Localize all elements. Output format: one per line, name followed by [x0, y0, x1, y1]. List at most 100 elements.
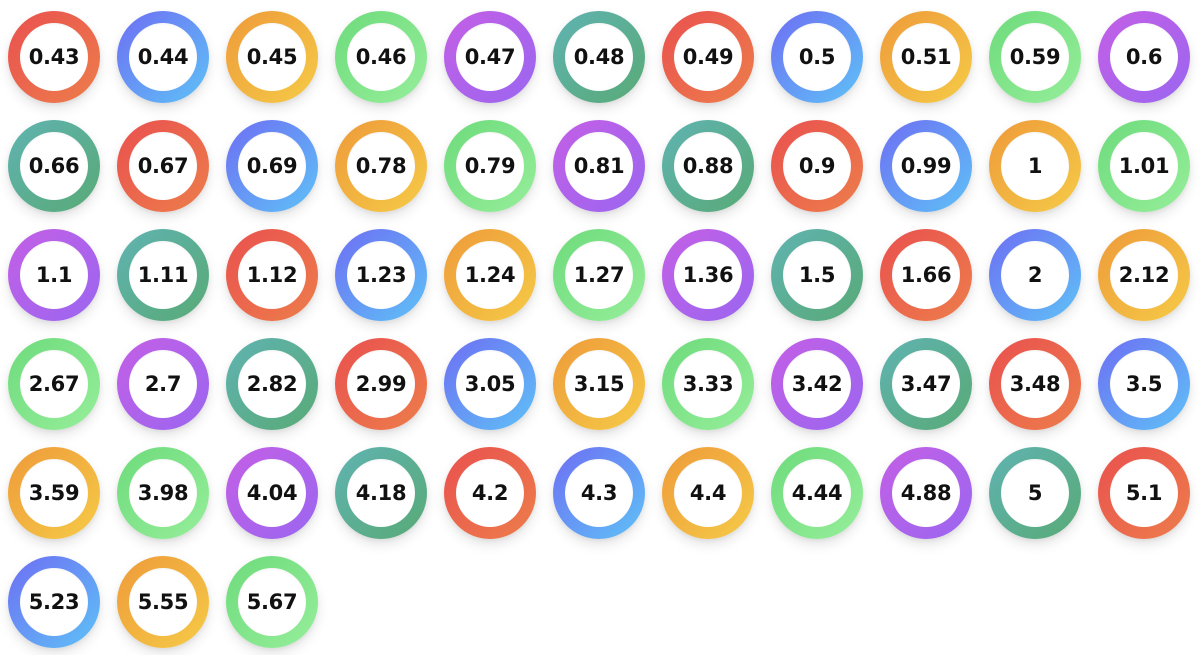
value-badge[interactable]: 0.69 [226, 120, 318, 212]
value-badge-face: 2.12 [1110, 241, 1178, 309]
value-badge-label: 1.24 [464, 263, 516, 287]
value-badge-face: 1.11 [129, 241, 197, 309]
value-badge-label: 0.66 [28, 154, 80, 178]
value-badge-face: 3.42 [783, 350, 851, 418]
value-badge-face: 0.79 [456, 132, 524, 200]
value-badge-face: 5.1 [1110, 459, 1178, 527]
value-badge-face: 0.49 [674, 23, 742, 91]
value-badge-face: 1.66 [892, 241, 960, 309]
value-badge[interactable]: 3.98 [117, 447, 209, 539]
value-badge[interactable]: 2.82 [226, 338, 318, 430]
value-badge[interactable]: 0.44 [117, 11, 209, 103]
value-badge[interactable]: 3.59 [8, 447, 100, 539]
value-badge[interactable]: 3.15 [553, 338, 645, 430]
value-badge[interactable]: 4.2 [444, 447, 536, 539]
value-badge[interactable]: 0.46 [335, 11, 427, 103]
value-badge[interactable]: 2.99 [335, 338, 427, 430]
value-badge[interactable]: 1.11 [117, 229, 209, 321]
value-badge-label: 0.88 [682, 154, 734, 178]
value-badge[interactable]: 3.47 [880, 338, 972, 430]
value-badge-label: 1.12 [246, 263, 298, 287]
value-badge[interactable]: 0.78 [335, 120, 427, 212]
value-badge-label: 3.47 [900, 372, 952, 396]
value-badge[interactable]: 0.79 [444, 120, 536, 212]
value-badge[interactable]: 0.48 [553, 11, 645, 103]
value-badge[interactable]: 4.3 [553, 447, 645, 539]
value-badge[interactable]: 0.99 [880, 120, 972, 212]
value-badge-label: 2.7 [144, 372, 182, 396]
value-badge-label: 0.44 [137, 45, 189, 69]
value-badge-label: 4.3 [580, 481, 618, 505]
value-badge-face: 3.5 [1110, 350, 1178, 418]
value-badge[interactable]: 0.6 [1098, 11, 1190, 103]
value-badge[interactable]: 3.48 [989, 338, 1081, 430]
value-badge[interactable]: 0.66 [8, 120, 100, 212]
value-badge[interactable]: 1.36 [662, 229, 754, 321]
value-badge[interactable]: 1.66 [880, 229, 972, 321]
value-badge[interactable]: 4.4 [662, 447, 754, 539]
value-badge[interactable]: 3.5 [1098, 338, 1190, 430]
value-badge-label: 1.11 [137, 263, 189, 287]
value-badge[interactable]: 1.27 [553, 229, 645, 321]
value-badge-face: 0.5 [783, 23, 851, 91]
value-badge[interactable]: 3.05 [444, 338, 536, 430]
value-badge-face: 1.24 [456, 241, 524, 309]
value-badge-label: 5.67 [246, 590, 298, 614]
value-badge[interactable]: 3.42 [771, 338, 863, 430]
value-badge[interactable]: 1.1 [8, 229, 100, 321]
value-badge-face: 0.45 [238, 23, 306, 91]
value-badge[interactable]: 0.88 [662, 120, 754, 212]
value-badge[interactable]: 0.81 [553, 120, 645, 212]
value-badge[interactable]: 5.1 [1098, 447, 1190, 539]
value-badge-label: 5.1 [1125, 481, 1163, 505]
value-badge[interactable]: 0.45 [226, 11, 318, 103]
value-badge-face: 2.99 [347, 350, 415, 418]
value-badge[interactable]: 1.12 [226, 229, 318, 321]
value-badge[interactable]: 5 [989, 447, 1081, 539]
value-badge[interactable]: 0.51 [880, 11, 972, 103]
value-badge[interactable]: 2.12 [1098, 229, 1190, 321]
value-badge[interactable]: 1.5 [771, 229, 863, 321]
value-badge[interactable]: 0.9 [771, 120, 863, 212]
value-badge[interactable]: 2 [989, 229, 1081, 321]
value-badge-label: 1.01 [1118, 154, 1170, 178]
value-badge-label: 4.18 [355, 481, 407, 505]
value-badge[interactable]: 0.5 [771, 11, 863, 103]
value-badge-face: 1.27 [565, 241, 633, 309]
value-badge-label: 5 [1027, 481, 1043, 505]
value-badge-label: 1.1 [35, 263, 73, 287]
value-badge[interactable]: 1.24 [444, 229, 536, 321]
value-badge-label: 0.5 [798, 45, 836, 69]
value-badge[interactable]: 0.59 [989, 11, 1081, 103]
value-badge[interactable]: 0.43 [8, 11, 100, 103]
value-badge[interactable]: 5.67 [226, 556, 318, 648]
value-badge-label: 0.45 [246, 45, 298, 69]
value-badge[interactable]: 2.67 [8, 338, 100, 430]
value-badge[interactable]: 0.49 [662, 11, 754, 103]
value-badge-face: 2.82 [238, 350, 306, 418]
value-badge-face: 1.23 [347, 241, 415, 309]
value-badge[interactable]: 1 [989, 120, 1081, 212]
value-badge-label: 0.79 [464, 154, 516, 178]
value-badge[interactable]: 5.55 [117, 556, 209, 648]
value-badge-face: 3.48 [1001, 350, 1069, 418]
value-badge-face: 1.36 [674, 241, 742, 309]
value-badge[interactable]: 2.7 [117, 338, 209, 430]
value-badge[interactable]: 3.33 [662, 338, 754, 430]
value-badge[interactable]: 1.01 [1098, 120, 1190, 212]
value-badge[interactable]: 0.67 [117, 120, 209, 212]
value-badge-face: 4.3 [565, 459, 633, 527]
value-badge-label: 0.43 [28, 45, 80, 69]
value-badge[interactable]: 5.23 [8, 556, 100, 648]
value-badge-label: 1.36 [682, 263, 734, 287]
value-badge[interactable]: 4.88 [880, 447, 972, 539]
value-badge[interactable]: 4.18 [335, 447, 427, 539]
value-badge[interactable]: 4.44 [771, 447, 863, 539]
value-badge-face: 0.43 [20, 23, 88, 91]
value-badge[interactable]: 1.23 [335, 229, 427, 321]
value-badge[interactable]: 0.47 [444, 11, 536, 103]
value-badge-label: 1 [1027, 154, 1043, 178]
value-badge-face: 0.78 [347, 132, 415, 200]
value-badge[interactable]: 4.04 [226, 447, 318, 539]
value-badge-face: 3.98 [129, 459, 197, 527]
